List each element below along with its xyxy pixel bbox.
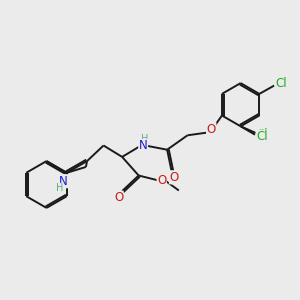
Text: O: O <box>169 171 179 184</box>
Text: N: N <box>59 175 68 188</box>
Text: H: H <box>56 183 63 194</box>
Text: O: O <box>207 123 216 136</box>
Text: Cl: Cl <box>256 130 268 143</box>
Text: Cl: Cl <box>275 77 287 90</box>
Text: N: N <box>139 139 148 152</box>
Text: H: H <box>141 134 148 144</box>
Text: O: O <box>114 191 123 204</box>
Text: O: O <box>157 174 167 188</box>
Text: Cl: Cl <box>256 128 268 141</box>
